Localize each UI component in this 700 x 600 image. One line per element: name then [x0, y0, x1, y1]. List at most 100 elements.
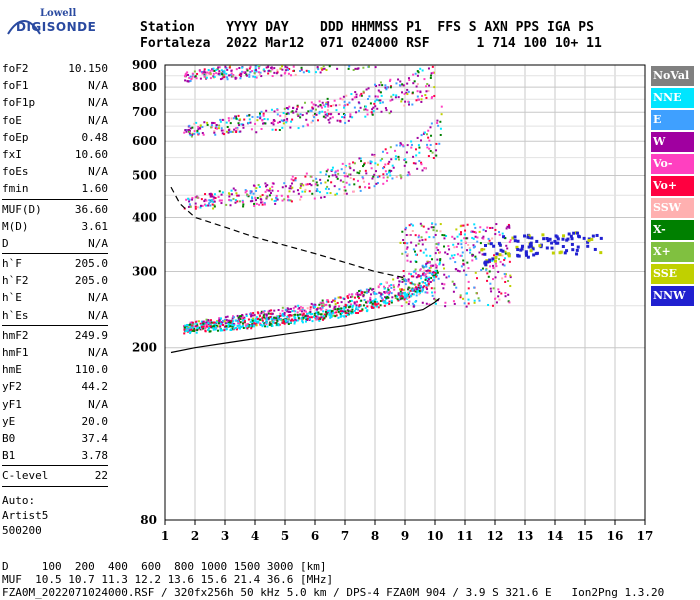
echo-point	[190, 328, 193, 331]
echo-point	[241, 324, 244, 327]
legend-item: NoVal	[651, 66, 694, 86]
echo-point	[272, 121, 275, 124]
echo-point	[384, 148, 387, 151]
param-value: N/A	[88, 79, 108, 93]
param-value: 10.150	[68, 62, 108, 75]
echo-point	[204, 198, 207, 201]
echo-point	[456, 269, 459, 272]
echo-point	[520, 247, 524, 251]
echo-point	[503, 258, 506, 261]
echo-point	[209, 204, 212, 207]
echo-point	[236, 126, 239, 129]
echo-point	[425, 96, 428, 99]
echo-point	[414, 234, 417, 237]
echo-point	[419, 291, 422, 294]
param-row: M(D) 3.61	[2, 218, 108, 235]
echo-point	[366, 305, 369, 308]
echo-point	[257, 183, 260, 186]
echo-point	[468, 247, 471, 250]
echo-point	[414, 72, 417, 75]
echo-point	[492, 244, 496, 248]
echo-point	[362, 295, 365, 298]
echo-point	[402, 275, 405, 278]
echo-point	[265, 322, 268, 325]
echo-point	[401, 83, 404, 86]
echo-point	[245, 324, 248, 327]
echo-point	[403, 279, 406, 282]
echo-point	[400, 176, 403, 179]
param-row: foEs N/A	[2, 163, 108, 180]
echo-point	[301, 313, 304, 316]
echo-point	[408, 272, 411, 275]
echo-point	[311, 313, 314, 316]
echo-point	[290, 120, 293, 123]
echo-point	[297, 192, 300, 195]
echo-point	[384, 163, 387, 166]
echo-point	[384, 86, 387, 89]
echo-point	[386, 176, 389, 179]
echo-point	[265, 321, 268, 324]
echo-point	[212, 198, 215, 201]
echo-point	[306, 317, 309, 320]
param-name: hmF2	[2, 328, 29, 342]
echo-point	[357, 101, 360, 104]
echo-point	[211, 195, 214, 198]
echo-point	[235, 328, 238, 331]
param-name: h`Es	[2, 308, 29, 322]
echo-point	[491, 237, 494, 240]
echo-point	[355, 293, 358, 296]
echo-point	[326, 179, 329, 182]
echo-point	[501, 249, 505, 253]
echo-point	[304, 316, 307, 319]
legend-item: W	[651, 132, 694, 152]
echo-point	[191, 321, 194, 324]
echo-point	[453, 246, 456, 249]
echo-point	[264, 325, 267, 328]
echo-point	[267, 310, 270, 313]
echo-point	[272, 320, 275, 323]
echo-point	[364, 306, 367, 309]
echo-point	[429, 280, 432, 283]
echo-point	[221, 132, 224, 135]
echo-point	[215, 69, 218, 72]
echo-point	[342, 180, 345, 183]
echo-point	[582, 236, 586, 240]
header-values: Fortaleza 2022 Mar12 071 024000 RSF 1 71…	[140, 36, 602, 51]
echo-point	[203, 75, 206, 78]
echo-point	[279, 312, 282, 315]
echo-point	[516, 248, 520, 252]
echo-point	[278, 120, 281, 123]
echo-point	[389, 86, 392, 89]
echo-point	[392, 166, 395, 169]
echo-point	[262, 314, 265, 317]
echo-point	[406, 295, 409, 298]
echo-point	[311, 320, 314, 323]
echo-point	[358, 109, 361, 112]
logo-line2: DIGISONDE	[16, 20, 97, 34]
echo-point	[236, 200, 239, 203]
echo-point	[185, 329, 188, 332]
echo-point	[299, 306, 302, 309]
echo-point	[379, 102, 382, 105]
echo-point	[232, 322, 235, 325]
echo-point	[417, 284, 420, 287]
echo-point	[277, 121, 280, 124]
param-row: foF1 N/A	[2, 77, 108, 94]
echo-point	[422, 132, 425, 135]
echo-point	[576, 231, 580, 235]
param-row: B0 37.4	[2, 430, 108, 447]
echo-point	[356, 293, 359, 296]
echo-point	[343, 175, 346, 178]
echo-point	[489, 282, 492, 285]
echo-point	[472, 246, 475, 249]
echo-point	[362, 304, 365, 307]
echo-point	[219, 199, 222, 202]
echo-point	[259, 195, 262, 198]
echo-point	[324, 181, 327, 184]
echo-point	[329, 316, 332, 319]
echo-point	[317, 313, 320, 316]
x-tick-label: 12	[487, 529, 504, 543]
param-value: 205.0	[74, 274, 108, 288]
echo-point	[322, 315, 325, 318]
